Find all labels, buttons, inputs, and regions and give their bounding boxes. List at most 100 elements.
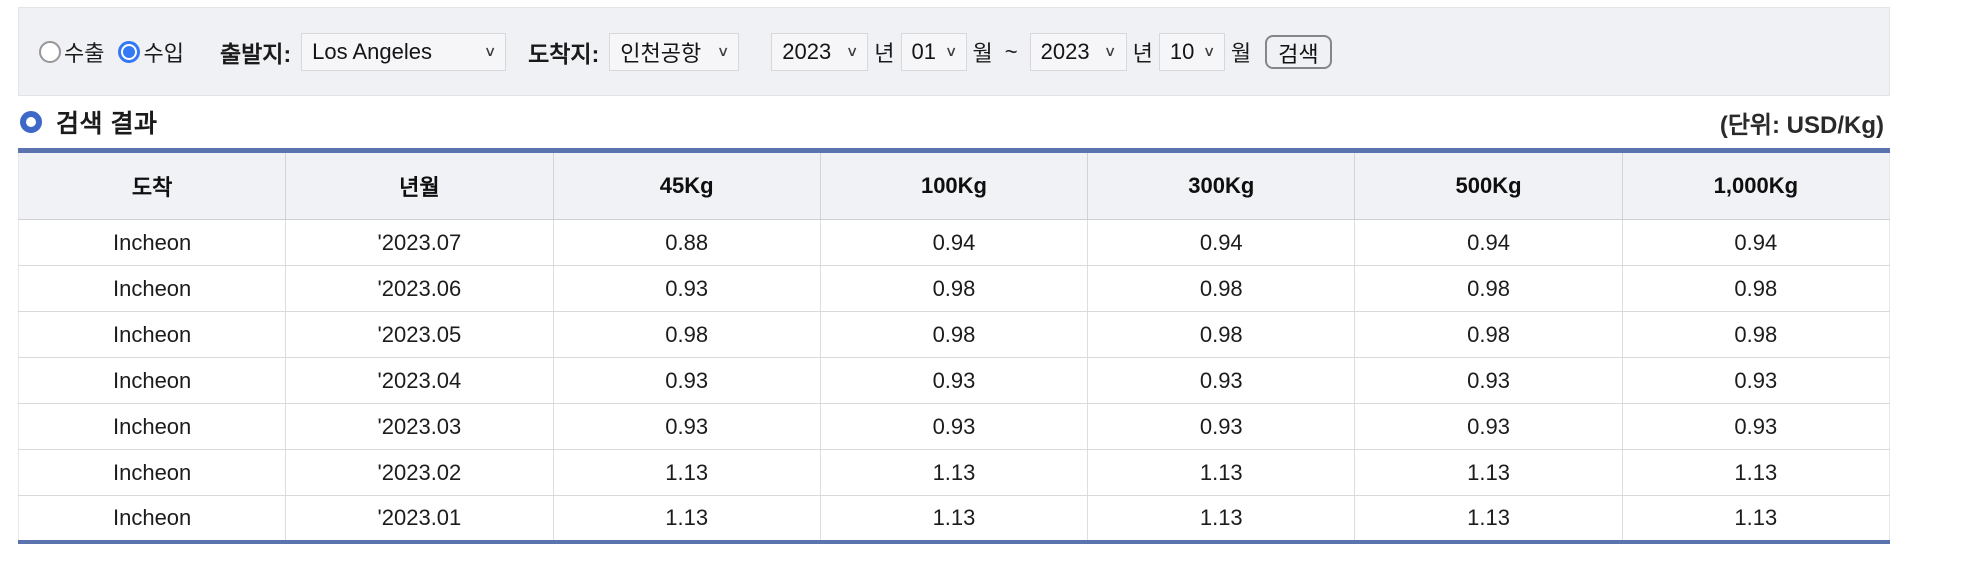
to-month-select[interactable]: 10 ∨ (1158, 32, 1225, 71)
from-year-value: 2023 (782, 38, 832, 64)
table-cell: 0.98 (1354, 311, 1623, 358)
rates-table: 도착 년월 45Kg 100Kg 300Kg 500Kg 1,000Kg Incheon '2… (18, 148, 1890, 544)
to-year-select[interactable]: 2023 ∨ (1029, 32, 1127, 71)
table-cell: Incheon (18, 265, 286, 312)
range-separator: ~ (1004, 38, 1018, 64)
table-cell: 1.13 (819, 495, 1088, 542)
table-cell: 0.93 (1621, 357, 1890, 404)
table-cell: 0.93 (552, 357, 821, 404)
chevron-down-icon: ∨ (483, 43, 497, 59)
chevron-down-icon: ∨ (944, 43, 958, 59)
table-cell: 0.93 (1621, 403, 1890, 450)
origin-select-value: Los Angeles (312, 38, 432, 64)
table-cell: 0.94 (819, 219, 1088, 266)
radio-import-circle-icon[interactable] (118, 40, 141, 63)
table-cell: Incheon (18, 449, 286, 496)
table-cell: '2023.07 (285, 219, 554, 266)
table-cell: 1.13 (1087, 495, 1355, 542)
from-year-suffix: 년 (874, 40, 895, 66)
column-header: 45Kg (552, 150, 821, 220)
table-cell: 0.93 (1087, 403, 1355, 450)
chevron-down-icon: ∨ (716, 43, 730, 59)
table-cell: 0.93 (1354, 357, 1623, 404)
origin-select[interactable]: Los Angeles ∨ (301, 32, 507, 71)
table-cell: 0.93 (819, 403, 1088, 450)
table-cell: 0.98 (552, 311, 821, 358)
destination-select[interactable]: 인천공항 ∨ (609, 32, 740, 71)
table-cell: 1.13 (1621, 495, 1890, 542)
table-cell: Incheon (18, 357, 286, 404)
column-header: 500Kg (1354, 150, 1623, 220)
table-cell: '2023.05 (285, 311, 554, 358)
table-row: Incheon '2023.01 1.13 1.13 1.13 1.13 1.13 (18, 495, 1890, 542)
radio-import-label: 수입 (143, 40, 184, 66)
table-cell: 0.93 (552, 265, 821, 312)
radio-export[interactable]: 수출 (39, 36, 104, 68)
unit-label: (단위: USD/Kg) (1719, 111, 1884, 139)
table-row: Incheon '2023.07 0.88 0.94 0.94 0.94 0.94 (18, 219, 1890, 266)
table-row: Incheon '2023.06 0.93 0.98 0.98 0.98 0.98 (18, 265, 1890, 312)
table-cell: '2023.04 (285, 357, 554, 404)
table-cell: '2023.02 (285, 449, 554, 496)
radio-export-label: 수출 (64, 40, 105, 66)
table-cell: 0.88 (552, 219, 821, 266)
column-header: 1,000Kg (1621, 150, 1890, 220)
table-cell: 0.94 (1621, 219, 1890, 266)
destination-select-value: 인천공항 (620, 40, 702, 66)
chevron-down-icon: ∨ (845, 43, 859, 59)
table-cell: 1.13 (1354, 449, 1623, 496)
to-year-value: 2023 (1040, 38, 1090, 64)
from-month-value: 01 (911, 38, 936, 64)
results-section-header: 검색 결과 (단위: USD/Kg) (18, 96, 1890, 148)
radio-import[interactable]: 수입 (118, 36, 184, 68)
table-cell: Incheon (18, 495, 286, 542)
chevron-down-icon: ∨ (1203, 43, 1216, 59)
radio-export-circle-icon[interactable] (39, 40, 61, 63)
from-month-select[interactable]: 01 ∨ (900, 32, 967, 71)
table-cell: 0.98 (1621, 265, 1890, 312)
table-cell: 0.94 (1354, 219, 1623, 266)
table-row: Incheon '2023.03 0.93 0.93 0.93 0.93 0.93 (18, 403, 1890, 450)
table-cell: 1.13 (552, 449, 821, 496)
table-cell: 1.13 (819, 449, 1088, 496)
table-cell: 1.13 (1354, 495, 1623, 542)
column-header: 도착 (18, 150, 286, 220)
from-year-select[interactable]: 2023 ∨ (771, 32, 869, 71)
table-cell: '2023.01 (285, 495, 554, 542)
table-cell: 1.13 (1621, 449, 1890, 496)
chevron-down-icon: ∨ (1104, 43, 1117, 59)
table-cell: 0.98 (1087, 311, 1355, 358)
column-header: 300Kg (1087, 150, 1355, 220)
header-row: 도착 년월 45Kg 100Kg 300Kg 500Kg 1,000Kg (18, 150, 1890, 220)
search-toolbar: 수출 수입 출발지: Los Angeles ∨ 도착지: 인천공항 ∨ 202… (18, 7, 1890, 96)
table-cell: Incheon (18, 311, 286, 358)
to-year-suffix: 년 (1132, 40, 1153, 66)
results-title: 검색 결과 (56, 110, 158, 138)
table-cell: 1.13 (552, 495, 821, 542)
table-cell: 1.13 (1087, 449, 1355, 496)
to-month-suffix: 월 (1230, 40, 1252, 66)
column-header: 년월 (285, 150, 554, 220)
table-row: Incheon '2023.05 0.98 0.98 0.98 0.98 0.98 (18, 311, 1890, 358)
from-month-suffix: 월 (972, 40, 993, 66)
table-cell: Incheon (18, 403, 286, 450)
table-cell: 0.98 (819, 265, 1088, 312)
table-cell: Incheon (18, 219, 286, 266)
table-row: Incheon '2023.04 0.93 0.93 0.93 0.93 0.93 (18, 357, 1890, 404)
search-button[interactable]: 검색 (1265, 34, 1332, 69)
destination-label: 도착지: (528, 40, 600, 67)
table-cell: 0.98 (1354, 265, 1623, 312)
table-cell: 0.98 (819, 311, 1088, 358)
table-cell: 0.98 (1621, 311, 1890, 358)
ring-bullet-icon (20, 111, 42, 133)
origin-label: 출발지: (219, 40, 292, 67)
column-header: 100Kg (819, 150, 1088, 220)
table-row: Incheon '2023.02 1.13 1.13 1.13 1.13 1.13 (18, 449, 1890, 496)
table-cell: '2023.03 (285, 403, 554, 450)
to-month-value: 10 (1169, 38, 1195, 64)
table-cell: 0.98 (1087, 265, 1355, 312)
table-cell: 0.93 (1354, 403, 1623, 450)
table-cell: 0.93 (552, 403, 821, 450)
table-cell: 0.94 (1087, 219, 1355, 266)
